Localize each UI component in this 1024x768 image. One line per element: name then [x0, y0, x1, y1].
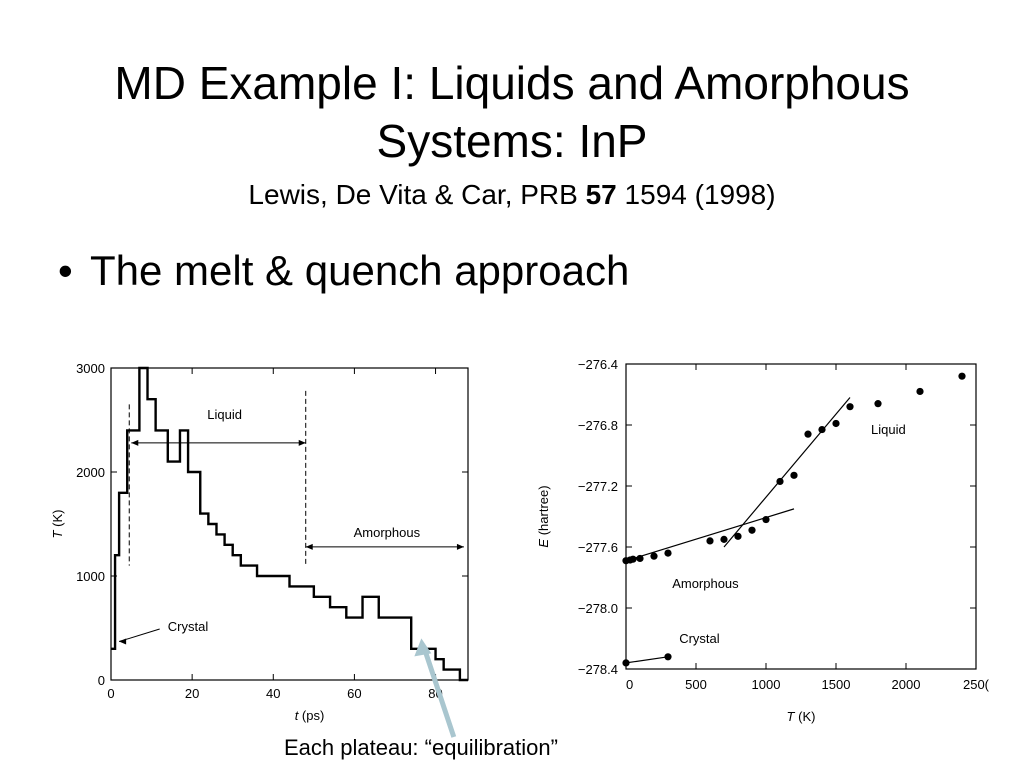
- plateau-caption: Each plateau: “equilibration”: [284, 735, 558, 760]
- bullet-symbol: •: [58, 247, 73, 294]
- x-tick-label: 2000: [892, 677, 921, 692]
- x-axis-label: T (K): [787, 709, 816, 724]
- bullet-item: • The melt & quench approach: [58, 247, 629, 295]
- amorphous-arrow-right-head: [456, 543, 464, 550]
- y-axis-label: T (K): [50, 510, 65, 539]
- liquid-label: Liquid: [207, 407, 242, 422]
- energy-point: [804, 430, 812, 438]
- slide-title-line-2: Systems: InP: [376, 115, 648, 167]
- crystal-label: Crystal: [168, 619, 209, 634]
- x-tick-label: 40: [266, 686, 280, 701]
- citation-pages-year: 1594 (1998): [616, 179, 776, 210]
- crystal-energy-point: [622, 659, 630, 667]
- y-tick-label: 1000: [76, 569, 105, 584]
- energy-point: [832, 419, 840, 428]
- energy-point: [958, 372, 966, 380]
- slide-title-line-1: MD Example I: Liquids and Amorphous: [114, 57, 910, 109]
- energy-point: [706, 537, 714, 545]
- crystal-pointer-head: [119, 638, 127, 645]
- y-tick-label: 3000: [76, 361, 105, 376]
- x-tick-label: 0: [626, 677, 633, 692]
- amorphous-label: Amorphous: [672, 576, 739, 591]
- liquid-arrow-right-head: [298, 439, 306, 446]
- x-tick-label: 1500: [822, 677, 851, 692]
- energy-point: [734, 532, 742, 540]
- amorphous-arrow-left-head: [305, 543, 313, 550]
- y-tick-label: −278.0: [578, 601, 618, 616]
- energy-point: [818, 425, 826, 434]
- x-tick-label: 500: [685, 677, 707, 692]
- energy-point: [650, 552, 658, 560]
- energy-point: [874, 400, 882, 408]
- energy-point: [720, 535, 728, 543]
- plot-frame: [625, 363, 977, 670]
- energy-point: [762, 515, 770, 524]
- energy-point: [664, 549, 672, 557]
- energy-point: [748, 526, 756, 534]
- x-tick-label: 20: [185, 686, 199, 701]
- energy-point: [846, 403, 854, 411]
- fit-line: [625, 656, 669, 664]
- energy-point: [636, 554, 644, 563]
- y-tick-label: −277.6: [578, 540, 618, 555]
- citation: Lewis, De Vita & Car, PRB 57 1594 (1998): [0, 179, 1024, 211]
- x-axis-label: t (ps): [295, 708, 325, 723]
- x-tick-label: 1000: [752, 677, 781, 692]
- plateau-callout-arrow: [421, 647, 457, 738]
- fit-line: [723, 397, 851, 548]
- y-tick-label: −278.4: [578, 662, 618, 677]
- y-tick-label: −277.2: [578, 479, 618, 494]
- energy-point: [790, 471, 798, 479]
- plateau-callout-arrowhead: [414, 638, 432, 657]
- liquid-label: Liquid: [871, 422, 906, 437]
- bullet-text: The melt & quench approach: [90, 247, 630, 294]
- energy-point: [629, 555, 637, 563]
- y-tick-label: −276.4: [578, 357, 618, 372]
- y-tick-label: −276.8: [578, 418, 618, 433]
- amorphous-label: Amorphous: [354, 525, 421, 540]
- temperature-step-line: [111, 366, 468, 682]
- crystal-label: Crystal: [679, 631, 720, 646]
- crystal-energy-point: [664, 653, 672, 661]
- liquid-arrow-left-head: [131, 439, 139, 446]
- energy-point: [776, 477, 784, 486]
- y-tick-label: 0: [98, 673, 105, 688]
- x-tick-label: 250(: [963, 677, 990, 692]
- energy-point: [916, 387, 924, 396]
- x-tick-label: 0: [107, 686, 114, 701]
- y-axis-label: E (hartree): [536, 485, 551, 547]
- citation-text: Lewis, De Vita & Car, PRB: [248, 179, 586, 210]
- y-tick-label: 2000: [76, 465, 105, 480]
- citation-volume: 57: [585, 179, 617, 210]
- fit-line: [625, 508, 795, 562]
- plot-frame: [110, 367, 469, 681]
- x-tick-label: 60: [347, 686, 361, 701]
